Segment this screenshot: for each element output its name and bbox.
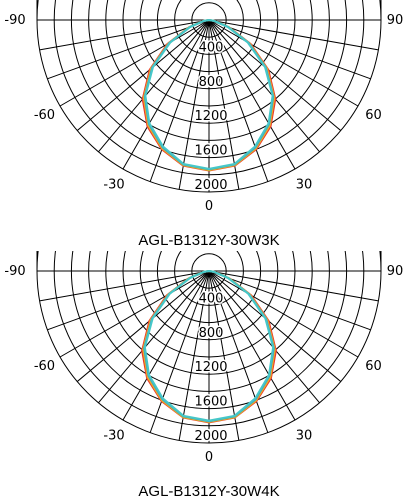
angle-tick-label: 0 (205, 199, 213, 214)
angle-tick-label: 30 (296, 429, 313, 444)
polar-grid-spoke (208, 270, 371, 331)
radial-tick-label: 1200 (194, 109, 227, 124)
polar-grid-spoke (122, 19, 210, 170)
polar-grid-spoke (98, 270, 210, 404)
chart-caption: AGL-B1312Y-30W3K (138, 232, 280, 249)
polar-grid-spoke (208, 19, 342, 131)
intensity-curve (143, 270, 275, 422)
radial-tick-label: 1200 (194, 360, 227, 375)
polar-grid-spoke (39, 19, 210, 51)
polar-grid-spoke (208, 270, 359, 358)
angle-tick-label: -90 (4, 264, 25, 279)
polar-grid-spoke (149, 270, 210, 433)
angle-tick-label: 90 (387, 13, 404, 28)
polar-grid-spoke (39, 270, 210, 302)
polar-chart: 400 800 1200 1600 2000 -90 -60 -30 0 30 60 90 (4, 0, 404, 214)
angle-tick-label: 60 (365, 359, 382, 374)
radial-tick-label: 2000 (194, 429, 227, 444)
angle-tick-label: 30 (296, 178, 313, 193)
polar-grid-spoke (208, 19, 379, 51)
radial-tick-label: 2000 (194, 178, 227, 193)
polar-grid-spoke (208, 19, 371, 80)
polar-grid-spoke (47, 19, 210, 80)
radial-tick-label: 1600 (194, 395, 227, 410)
polar-grid-spoke (208, 270, 342, 382)
polar-grid-spoke (59, 270, 210, 358)
intensity-curve (144, 19, 274, 170)
angle-tick-label: 60 (365, 108, 382, 123)
chart-caption: AGL-B1312Y-30W4K (138, 483, 280, 500)
polar-grid-spoke (178, 19, 210, 190)
polar-grid-spoke (76, 270, 210, 382)
polar-grid-spoke (149, 19, 210, 182)
polar-chart-panel: 400 800 1200 1600 2000 -90 -60 -30 0 30 60 90 AGL-B… (0, 251, 418, 502)
radial-tick-label: 400 (199, 291, 224, 306)
angle-tick-label: 90 (387, 264, 404, 279)
radial-tick-label: 1600 (194, 144, 227, 159)
angle-tick-label: -90 (4, 13, 25, 28)
angle-tick-label: 0 (205, 450, 213, 465)
polar-grid-spoke (208, 270, 379, 302)
angle-tick-label: -30 (103, 429, 124, 444)
polar-grid-spoke (208, 19, 320, 153)
angle-tick-label: -30 (103, 178, 124, 193)
polar-grid-spoke (208, 19, 240, 190)
polar-chart-panel: 400 800 1200 1600 2000 -90 -60 -30 0 30 60 90 AGL-B… (4, 0, 404, 249)
radial-tick-label: 800 (199, 326, 224, 341)
polar-grid-spoke (178, 270, 210, 441)
polar-grid-spoke (208, 270, 296, 421)
angle-tick-label: -60 (34, 359, 55, 374)
polar-grid-spoke (208, 270, 269, 433)
polar-grid-spoke (208, 270, 240, 441)
polar-grid-spoke (208, 270, 320, 404)
polar-grid-spoke (98, 19, 210, 153)
polar-chart: 400 800 1200 1600 2000 -90 -60 -30 0 30 60 90 (4, 251, 404, 465)
polar-grid-spoke (76, 19, 210, 131)
angle-tick-label: -60 (34, 108, 55, 123)
radial-tick-label: 400 (199, 40, 224, 55)
polar-grid-spoke (59, 19, 210, 107)
polar-grid-spoke (208, 19, 269, 182)
polar-grid-spoke (122, 270, 210, 421)
polar-grid-spoke (47, 270, 210, 331)
radial-tick-label: 800 (199, 75, 224, 90)
polar-grid-spoke (208, 19, 359, 107)
polar-grid-spoke (208, 19, 296, 170)
